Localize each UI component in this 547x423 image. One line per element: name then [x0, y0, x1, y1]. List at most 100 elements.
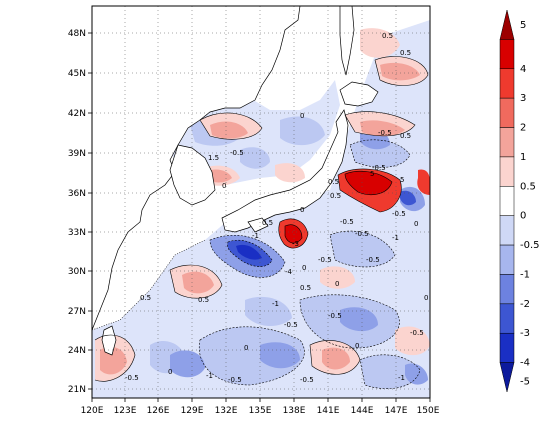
lon-tick-label: 147E	[385, 406, 408, 416]
map-panel: 0.5 0 -0.5 1.5 0 -0.5 0.5 -0.5 0.5 0 0.5…	[68, 5, 440, 416]
contour-label: -0.5	[125, 374, 139, 382]
colorbar-level-label: 4	[520, 64, 526, 75]
contour-label: 1.5	[208, 154, 219, 162]
colorbar-swatch	[499, 215, 515, 246]
lat-tick-label: 21N	[68, 385, 86, 395]
colorbar-labels: 5 4 3 2 1 0.5 0 -0.5 -1 -2 -3 -4 -5	[520, 20, 540, 388]
contour-label: 0	[300, 112, 304, 120]
colorbar-level-label: 3	[520, 93, 526, 104]
colorbar-level-label: -1	[520, 269, 530, 280]
strongest-negative-core	[236, 244, 262, 260]
landmass	[92, 6, 379, 356]
contour-label: -0.5	[300, 376, 314, 384]
contour-label: 5	[370, 170, 374, 178]
lon-tick-label: 132E	[215, 406, 238, 416]
contour-labels: 0.5 0 -0.5 1.5 0 -0.5 0.5 -0.5 0.5 0 0.5…	[125, 32, 428, 384]
contour-label: -1	[392, 234, 399, 242]
colorbar-swatch	[499, 9, 515, 40]
colorbar: 5 4 3 2 1 0.5 0 -0.5 -1 -2 -3 -4 -5	[499, 9, 540, 393]
lat-tick-label: 48N	[68, 29, 86, 39]
japan-shikoku	[247, 217, 269, 233]
colorbar-swatch	[499, 156, 515, 187]
contour-label: -0.5	[318, 256, 332, 264]
contour-label: 0.5	[300, 284, 311, 292]
taiwan	[101, 325, 117, 356]
lon-tick-label: 150E	[417, 406, 440, 416]
contour-label: 0.5	[330, 192, 341, 200]
colorbar-level-label: 0.5	[520, 181, 536, 192]
lon-tick-label: 123E	[114, 406, 137, 416]
sakhalin	[339, 6, 355, 76]
contour-label: 0.5	[400, 132, 411, 140]
korean-peninsula	[169, 144, 216, 206]
contour-label: 0.5	[382, 32, 393, 40]
lon-tick-label: 126E	[147, 406, 170, 416]
colorbar-level-label: 1	[520, 152, 526, 163]
colorbar-level-label: -4	[520, 358, 530, 369]
colorbar-swatch	[499, 274, 515, 305]
colorbar-level-label: -5	[520, 377, 530, 388]
contour-label: -1	[398, 374, 405, 382]
contour-label: -0.5	[366, 256, 380, 264]
longitude-tick-labels: 120E 123E 126E 129E 132E 135E 138E 141E …	[81, 406, 440, 416]
japan-hokkaido	[339, 81, 379, 107]
contour-label: 0	[424, 294, 428, 302]
colorbar-swatch	[499, 39, 515, 70]
contour-label: 0	[300, 206, 304, 214]
contour-label: 0.5	[328, 178, 339, 186]
colorbar-level-label: -0.5	[520, 240, 540, 251]
strongest-positive-cores	[285, 171, 392, 244]
lat-tick-label: 27N	[68, 307, 86, 317]
colorbar-level-label: -2	[520, 299, 530, 310]
contour-label: -0.5	[372, 164, 386, 172]
contour-label: 0	[222, 182, 226, 190]
lat-tick-label: 33N	[68, 228, 86, 238]
lon-tick-label: 138E	[283, 406, 306, 416]
contour-label: 0.5	[262, 219, 273, 227]
contour-label: -3	[292, 240, 299, 248]
contour-label: -0.5	[392, 210, 406, 218]
contour-label: 0	[168, 368, 172, 376]
contour-label: 0	[414, 220, 418, 228]
contour-label: -4	[285, 268, 293, 276]
lat-tick-label: 36N	[68, 189, 86, 199]
contour-label: -0.5	[378, 129, 392, 137]
colorbar-level-label: 0	[520, 211, 526, 222]
lat-tick-label: 30N	[68, 267, 86, 277]
contour-label: -0.5	[410, 329, 424, 337]
lon-tick-label: 144E	[351, 406, 374, 416]
lat-tick-label: 42N	[68, 109, 86, 119]
lat-tick-label: 45N	[68, 69, 86, 79]
colorbar-swatch	[499, 303, 515, 334]
contour-label: -0.5	[228, 376, 242, 384]
contour-label: 5	[400, 176, 404, 184]
contour-label: 0	[302, 264, 306, 272]
lon-tick-label: 141E	[317, 406, 340, 416]
colorbar-swatch	[499, 362, 515, 393]
contour-label: 0.5	[198, 296, 209, 304]
colorbar-level-label: 5	[520, 20, 526, 31]
contour-lines	[92, 56, 429, 389]
lon-tick-label: 120E	[81, 406, 104, 416]
contour-label: -1	[252, 232, 259, 240]
weak-negative-regions	[150, 116, 420, 389]
anomaly-field: 0.5 0 -0.5 1.5 0 -0.5 0.5 -0.5 0.5 0 0.5…	[92, 6, 430, 398]
contour-label: -0.5	[284, 321, 298, 329]
colorbar-swatch	[499, 127, 515, 158]
colorbar-swatch	[499, 186, 515, 216]
colorbar-level-label: -3	[520, 328, 530, 339]
lat-tick-label: 39N	[68, 149, 86, 159]
contour-label: -0.5	[328, 312, 342, 320]
colorbar-level-label: 2	[520, 123, 526, 134]
contour-label: 0	[355, 342, 359, 350]
colorbar-swatch	[499, 68, 515, 99]
gridlines	[92, 6, 430, 398]
lon-tick-label: 129E	[181, 406, 204, 416]
contour-label: 0	[244, 344, 248, 352]
colorbar-swatches	[499, 9, 515, 393]
colorbar-swatch	[499, 332, 515, 363]
colorbar-swatch	[499, 244, 515, 275]
contour-label: -0.5	[340, 218, 354, 226]
tick-marks	[88, 32, 431, 402]
